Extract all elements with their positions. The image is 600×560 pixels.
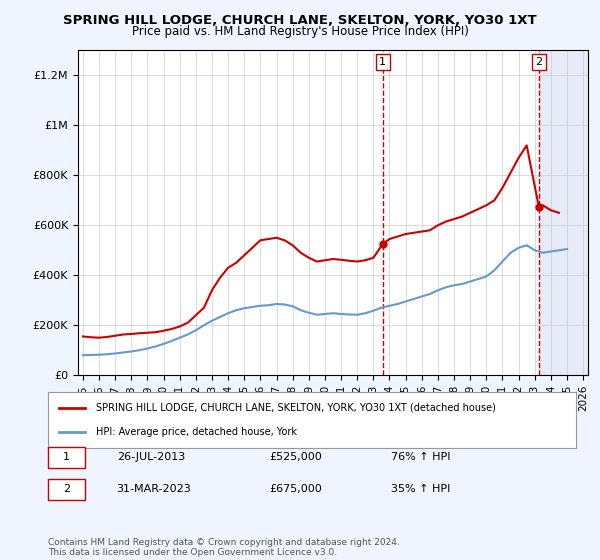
Text: SPRING HILL LODGE, CHURCH LANE, SKELTON, YORK, YO30 1XT (detached house): SPRING HILL LODGE, CHURCH LANE, SKELTON,… xyxy=(95,403,496,413)
Text: 31-MAR-2023: 31-MAR-2023 xyxy=(116,484,191,494)
Text: 26-JUL-2013: 26-JUL-2013 xyxy=(116,452,185,462)
FancyBboxPatch shape xyxy=(48,447,85,468)
Text: HPI: Average price, detached house, York: HPI: Average price, detached house, York xyxy=(95,427,296,437)
Text: 35% ↑ HPI: 35% ↑ HPI xyxy=(391,484,451,494)
FancyBboxPatch shape xyxy=(48,479,85,500)
Text: Price paid vs. HM Land Registry's House Price Index (HPI): Price paid vs. HM Land Registry's House … xyxy=(131,25,469,38)
Text: 1: 1 xyxy=(63,452,70,462)
Text: £675,000: £675,000 xyxy=(270,484,323,494)
Text: 1: 1 xyxy=(379,57,386,67)
Text: 2: 2 xyxy=(535,57,542,67)
Text: 2: 2 xyxy=(63,484,70,494)
Text: SPRING HILL LODGE, CHURCH LANE, SKELTON, YORK, YO30 1XT: SPRING HILL LODGE, CHURCH LANE, SKELTON,… xyxy=(63,14,537,27)
Bar xyxy=(539,50,591,375)
Text: 76% ↑ HPI: 76% ↑ HPI xyxy=(391,452,451,462)
Text: £525,000: £525,000 xyxy=(270,452,323,462)
Text: Contains HM Land Registry data © Crown copyright and database right 2024.
This d: Contains HM Land Registry data © Crown c… xyxy=(48,538,400,557)
